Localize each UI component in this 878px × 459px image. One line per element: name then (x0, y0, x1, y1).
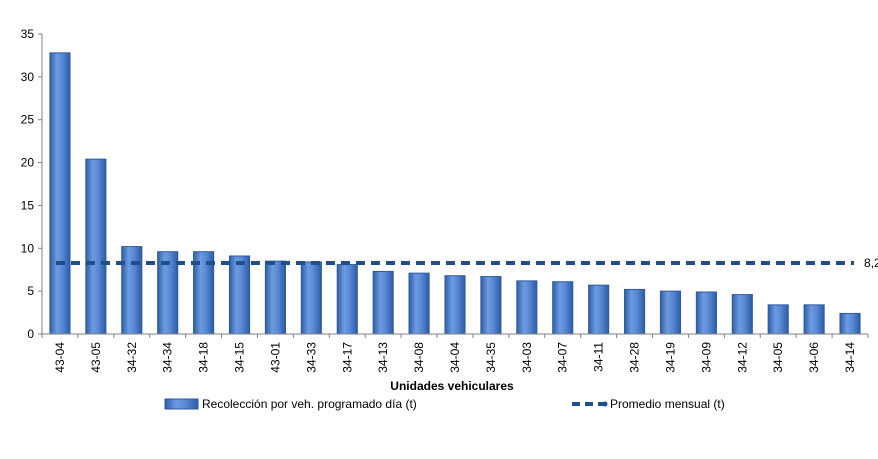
x-tick-label: 34-09 (699, 342, 713, 373)
x-axis: 43-04 43-05 34-32 34-34 34-18 34-15 43-01 34-33… (41, 333, 869, 373)
y-tick-label: 35 (21, 27, 35, 41)
y-tick-label: 0 (27, 327, 34, 341)
x-tick-label: 34-05 (771, 342, 785, 373)
x-tick-label: 34-04 (448, 342, 462, 373)
x-tick-label: 34-18 (197, 342, 211, 373)
x-tick-label: 34-11 (592, 342, 606, 372)
bar (372, 270, 394, 335)
x-tick-label: 34-07 (556, 342, 570, 373)
x-tick-label: 34-33 (304, 342, 318, 373)
x-tick-label: 43-05 (89, 342, 103, 373)
bar (121, 246, 143, 335)
bar (300, 261, 322, 335)
x-tick-label: 43-01 (268, 342, 282, 373)
x-tick-label: 34-06 (807, 342, 821, 373)
bars (49, 52, 861, 335)
legend: Recolección por veh. programado día (t) … (164, 397, 725, 411)
bar (49, 52, 71, 335)
y-tick-label: 25 (21, 113, 35, 127)
x-axis-title: Unidades vehiculares (390, 379, 514, 393)
y-tick-label: 5 (27, 284, 34, 298)
x-tick-label: 34-15 (233, 342, 247, 373)
y-tick-label: 20 (21, 156, 35, 170)
legend-bar-swatch (164, 398, 199, 410)
bar (839, 312, 861, 335)
y-tick-label: 30 (21, 70, 35, 84)
average-line: 8,29 (55, 256, 878, 270)
x-tick-label: 43-04 (53, 342, 67, 373)
x-tick-label: 34-32 (125, 342, 139, 373)
bar (767, 304, 789, 335)
x-tick-label: 34-34 (161, 342, 175, 373)
bar (588, 284, 610, 335)
bar (695, 291, 717, 335)
bar (264, 260, 286, 335)
bar (731, 294, 753, 335)
x-tick-label: 34-03 (520, 342, 534, 373)
y-axis: 0 5 10 15 20 25 30 35 (21, 27, 43, 341)
x-tick-label: 34-17 (340, 342, 354, 373)
bar (85, 158, 107, 335)
x-tick-label: 34-19 (663, 342, 677, 373)
average-value-label: 8,29 (864, 256, 878, 270)
legend-line-label: Promedio mensual (t) (610, 397, 725, 411)
x-tick-label: 34-35 (484, 342, 498, 373)
bar (624, 288, 646, 335)
bar (444, 275, 466, 335)
bar (480, 276, 502, 335)
x-tick-label: 34-12 (735, 342, 749, 373)
bar (228, 255, 251, 335)
x-tick-label: 34-14 (843, 342, 857, 373)
x-tick-label: 34-28 (628, 342, 642, 373)
bar (552, 281, 574, 335)
legend-bar-label: Recolección por veh. programado día (t) (202, 397, 417, 411)
bar (803, 304, 825, 335)
legend-line-marker (602, 401, 608, 407)
x-tick-label: 34-08 (412, 342, 426, 373)
bar (336, 264, 358, 335)
bar (659, 290, 682, 335)
x-tick-label: 34-13 (376, 342, 390, 373)
y-tick-label: 15 (21, 198, 35, 212)
bar (516, 280, 538, 335)
bar (408, 272, 430, 335)
y-tick-label: 10 (21, 241, 35, 255)
